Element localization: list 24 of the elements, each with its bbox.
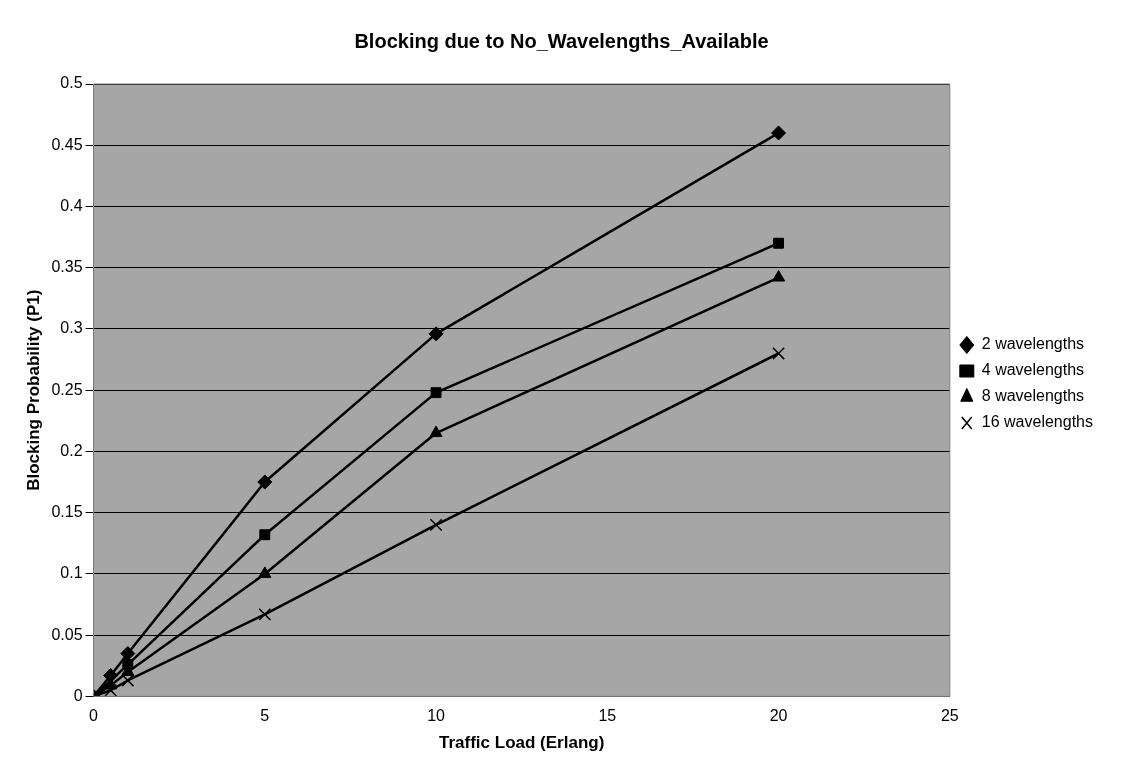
x-tick-label: 20: [769, 707, 788, 725]
y-tick-label: 0.25: [51, 380, 83, 398]
x-tick-label: 15: [598, 707, 617, 725]
legend-label: 2 wavelengths: [981, 335, 1085, 353]
chart-title: Blocking due to No_Wavelengths_Available: [354, 29, 769, 52]
y-tick-label: 0.05: [51, 625, 83, 643]
y-tick-label: 0.35: [51, 258, 83, 276]
x-tick-label: 5: [260, 707, 270, 725]
y-tick-label: 0.45: [51, 135, 83, 153]
x-axis-title: Traffic Load (Erlang): [439, 733, 605, 753]
y-tick-label: 0.3: [60, 319, 83, 337]
y-tick-label: 0.2: [60, 441, 83, 459]
x-tick-label: 10: [427, 707, 446, 725]
y-tick-label: 0.1: [60, 564, 83, 582]
x-tick-label: 0: [89, 707, 99, 725]
legend-label: 4 wavelengths: [981, 361, 1085, 379]
y-axis-title: Blocking Probability (P1): [23, 289, 43, 491]
x-tick-label: 25: [940, 707, 959, 725]
y-tick-label: 0: [73, 686, 83, 704]
legend-label: 16 wavelengths: [981, 413, 1093, 431]
legend-label: 8 wavelengths: [981, 387, 1085, 405]
y-tick-label: 0.5: [60, 74, 83, 92]
y-tick-label: 0.15: [51, 503, 83, 521]
y-tick-label: 0.4: [60, 196, 83, 214]
